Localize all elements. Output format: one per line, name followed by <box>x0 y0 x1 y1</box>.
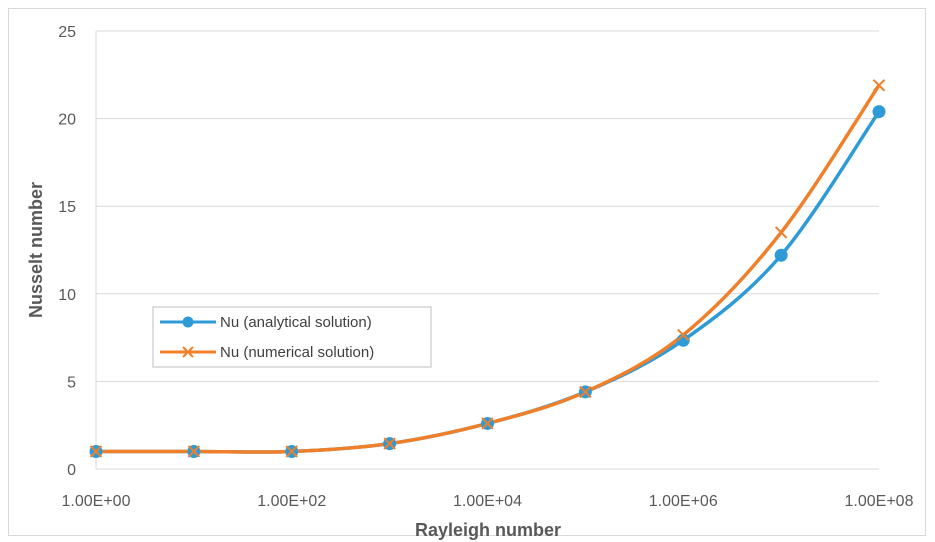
data-point-numerical <box>579 385 592 399</box>
data-point-numerical <box>187 445 201 458</box>
data-point-numerical <box>383 437 396 450</box>
legend-label-analytical: Nu (analytical solution) <box>220 314 372 331</box>
legend-marker-analytical <box>182 316 194 328</box>
chart-frame <box>8 8 926 536</box>
x-tick-label: 1.00E+08 <box>845 493 914 510</box>
y-tick-label: 15 <box>58 199 76 216</box>
data-point-numerical <box>89 445 103 458</box>
data-point-numerical <box>285 445 298 458</box>
y-tick-label: 10 <box>58 287 76 304</box>
x-tick-label: 1.00E+02 <box>257 493 326 510</box>
x-tick-label: 1.00E+00 <box>62 493 131 510</box>
legend-item-analytical: Nu (analytical solution) <box>160 314 372 331</box>
y-axis-title: Nusselt number <box>26 182 46 318</box>
axes <box>95 31 879 470</box>
series-line-analytical <box>96 110 881 454</box>
legend-box <box>152 306 432 368</box>
series-layer <box>89 79 886 458</box>
data-point-numerical <box>677 328 690 342</box>
x-axis-title: Rayleigh number <box>415 520 561 540</box>
y-tick-label: 25 <box>58 24 76 41</box>
data-point-analytical <box>774 248 788 262</box>
legend-label-numerical: Nu (numerical solution) <box>220 344 374 361</box>
grid <box>96 30 879 382</box>
data-point-analytical <box>872 105 886 119</box>
legend-item-numerical: Nu (numerical solution) <box>160 344 374 361</box>
y-tick-label: 0 <box>67 462 76 479</box>
data-point-numerical <box>481 417 494 430</box>
data-point-numerical <box>774 226 788 239</box>
y-tick-label: 5 <box>67 374 76 391</box>
series-line-numerical <box>96 84 881 454</box>
labels: 0 5 10 15 20 25 1.00E+00 1.00E+02 1.00E+04 1.00E+… <box>58 24 913 510</box>
data-point-numerical <box>872 79 886 92</box>
x-tick-label: 1.00E+06 <box>649 493 718 510</box>
legend-marker-numerical <box>182 346 194 358</box>
x-tick-label: 1.00E+04 <box>453 493 522 510</box>
y-tick-label: 20 <box>58 112 76 129</box>
legend: Nu (analytical solution) Nu (numerical s… <box>152 306 432 368</box>
